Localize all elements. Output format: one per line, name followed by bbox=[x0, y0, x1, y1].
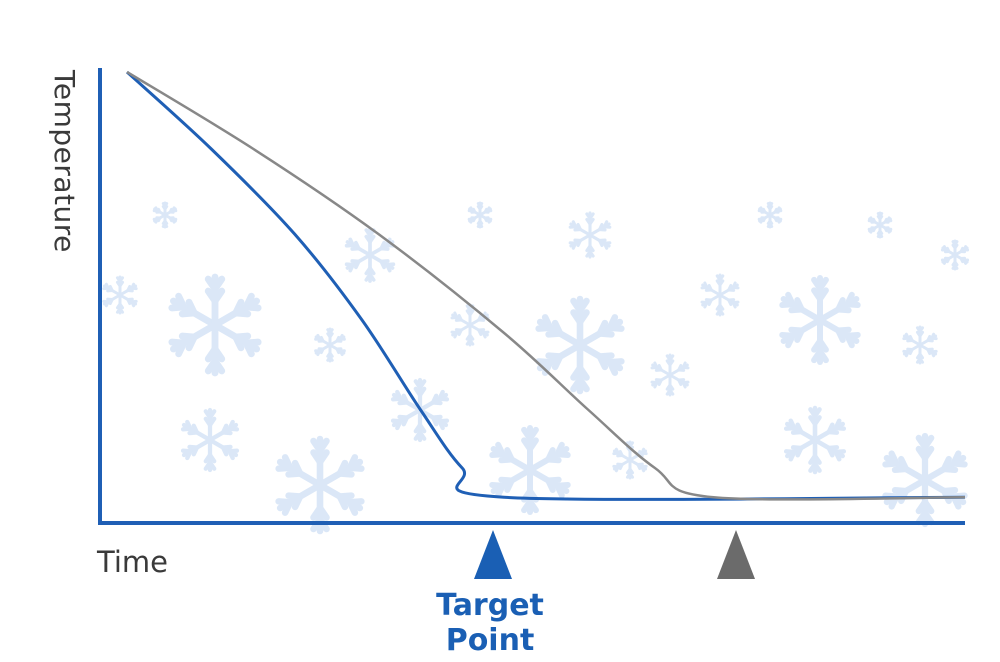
target-point-label: Target Point bbox=[436, 588, 544, 658]
series-line-blue bbox=[125, 70, 966, 501]
snowflake-background bbox=[102, 201, 970, 535]
snowflake-icon bbox=[867, 211, 893, 239]
snowflake-icon bbox=[390, 377, 450, 443]
snowflake-icon bbox=[882, 432, 968, 528]
snowflake-icon bbox=[568, 211, 612, 259]
snowflake-icon bbox=[450, 303, 490, 347]
snowflake-icon bbox=[700, 273, 740, 317]
x-axis-label: Time bbox=[97, 545, 168, 579]
target-point-marker bbox=[474, 530, 512, 579]
snowflake-icon bbox=[489, 425, 571, 515]
snowflake-icon bbox=[180, 407, 240, 473]
snowflake-icon bbox=[535, 295, 625, 395]
snowflake-icon bbox=[783, 405, 847, 475]
snowflake-icon bbox=[314, 327, 346, 363]
series-lines bbox=[125, 70, 966, 501]
snowflake-icon bbox=[102, 275, 138, 315]
series-line-gray bbox=[126, 70, 966, 501]
snowflake-icon bbox=[168, 273, 262, 377]
snowflake-icon bbox=[275, 435, 365, 535]
snowflake-icon bbox=[344, 227, 396, 283]
y-axis-label: Temperature bbox=[48, 70, 81, 253]
snowflake-icon bbox=[940, 239, 970, 271]
snowflake-icon bbox=[757, 201, 783, 229]
snowflake-icon bbox=[152, 201, 178, 229]
snowflake-icon bbox=[650, 353, 690, 397]
snowflake-icon bbox=[467, 201, 493, 229]
markers bbox=[474, 530, 755, 579]
snowflake-icon bbox=[779, 275, 861, 365]
snowflake-icon bbox=[902, 325, 938, 365]
snowflake-icon bbox=[612, 440, 648, 480]
gray-point-marker bbox=[717, 530, 755, 579]
